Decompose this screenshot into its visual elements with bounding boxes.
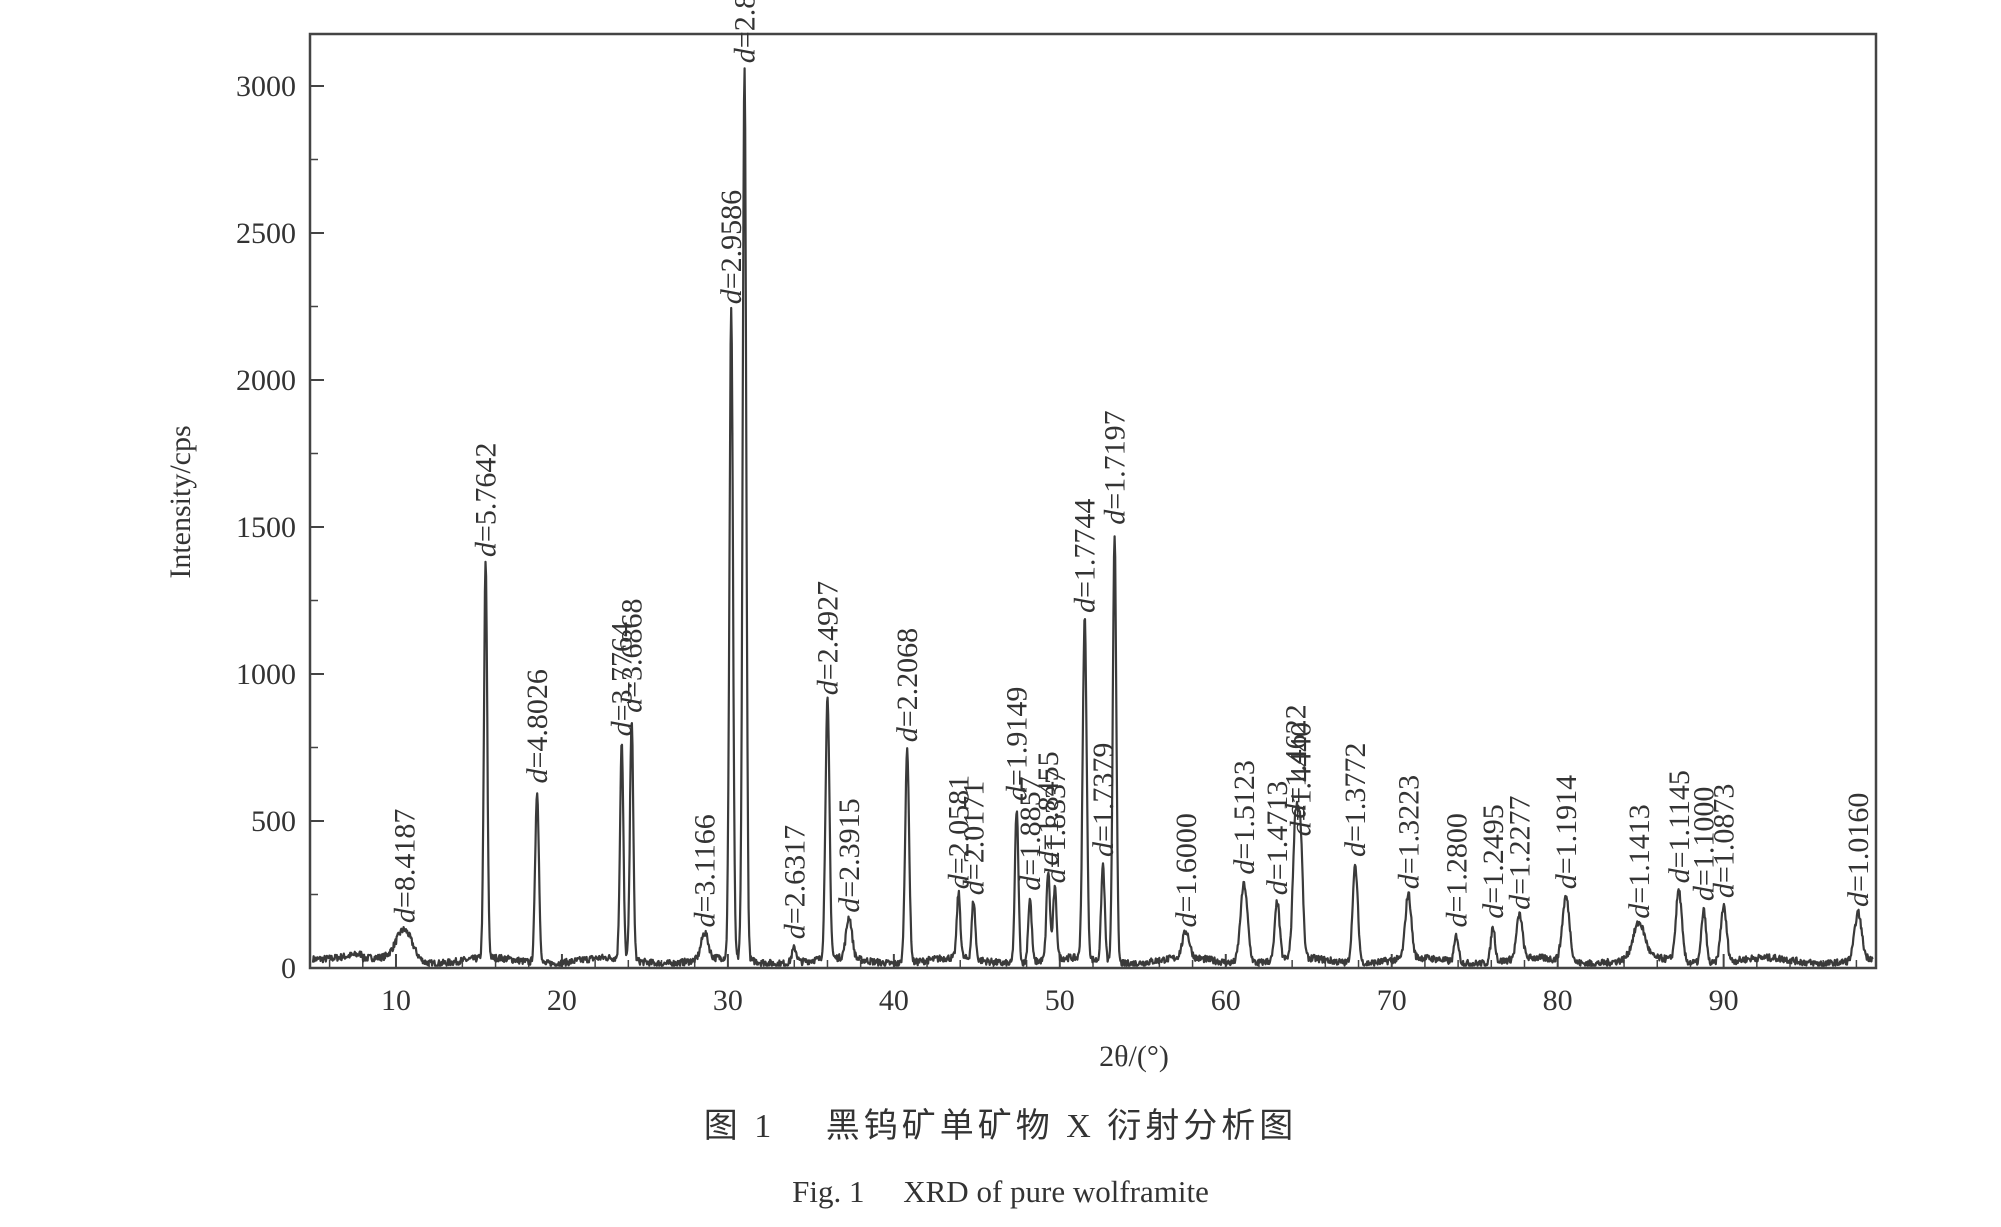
peak-d-spacing-label: d=1.2495 <box>1477 804 1510 918</box>
peak-d-spacing-label: d=1.4622 <box>1280 704 1313 818</box>
peak-d-spacing-label: d=2.6317 <box>778 825 811 939</box>
peak-d-spacing-label: d=1.3223 <box>1392 775 1425 889</box>
peak-d-spacing-label: d=2.8752 <box>729 0 762 63</box>
peak-d-spacing-label: d=8.4187 <box>388 809 421 923</box>
y-tick-label: 2000 <box>236 364 296 397</box>
peak-d-spacing-label: d=2.4927 <box>812 581 845 695</box>
y-tick-label: 3000 <box>236 70 296 103</box>
peak-d-spacing-label: d=3.6868 <box>616 598 649 712</box>
x-tick-label: 60 <box>1211 984 1241 1017</box>
peak-d-spacing-label: d=2.0171 <box>958 781 991 895</box>
y-tick-label: 0 <box>281 952 296 985</box>
x-axis-title: 2θ/(°) <box>1099 1040 1169 1073</box>
y-tick-label: 500 <box>251 805 296 838</box>
peak-d-spacing-label: d=3.7764 <box>606 622 639 736</box>
x-tick-label: 40 <box>879 984 909 1017</box>
y-axis-title: Intensity/cps <box>164 425 197 578</box>
peak-d-spacing-label: d=1.1000 <box>1688 787 1721 901</box>
figure-caption-chinese: 图 1 黑钨矿单矿物 X 衍射分析图 <box>703 1108 1298 1145</box>
x-tick-label: 10 <box>381 984 411 1017</box>
figure-caption-english: Fig. 1 XRD of pure wolframite <box>792 1174 1209 1209</box>
x-tick-label: 70 <box>1377 984 1407 1017</box>
peak-d-spacing-label: d=1.8857 <box>1014 776 1047 890</box>
peak-d-spacing-label: d=1.1145 <box>1663 770 1696 883</box>
peak-d-spacing-label: d=1.7379 <box>1087 743 1120 857</box>
peak-d-spacing-label: d=4.8026 <box>521 669 554 783</box>
peak-d-spacing-label: d=3.1166 <box>689 814 722 927</box>
peak-d-spacing-label: d=1.2800 <box>1440 813 1473 927</box>
peak-d-spacing-label: d=1.1413 <box>1623 804 1656 918</box>
peak-labels: d=8.4187 d=5.7642 d=4.8026 d=3.7764d=3.6868… <box>388 0 1875 939</box>
peak-d-spacing-label: d=1.8455 <box>1032 751 1065 865</box>
peak-d-spacing-label: d=1.4713 <box>1261 781 1294 895</box>
peak-d-spacing-label: d=1.6000 <box>1170 813 1203 927</box>
y-tick-label: 2500 <box>236 217 296 250</box>
peak-d-spacing-label: d=1.5123 <box>1228 760 1261 874</box>
axis-ticks: 10 20 30 40 50 60 70 80 90 0 500 1000 1500 2000 2500 30… <box>236 70 1858 1017</box>
x-tick-label: 90 <box>1709 984 1739 1017</box>
peak-d-spacing-label: d=1.7744 <box>1069 499 1102 613</box>
peak-d-spacing-label: d=1.8337 <box>1039 769 1072 883</box>
peak-d-spacing-label: d=2.2068 <box>891 628 924 742</box>
peak-d-spacing-label: d=1.0160 <box>1842 793 1875 907</box>
x-tick-label: 80 <box>1543 984 1573 1017</box>
y-tick-label: 1000 <box>236 658 296 691</box>
peak-d-spacing-label: d=1.7197 <box>1099 410 1132 524</box>
xrd-spectrum-line <box>311 67 1874 967</box>
peak-d-spacing-label: d=2.9586 <box>715 190 748 304</box>
x-tick-label: 50 <box>1045 984 1075 1017</box>
peak-d-spacing-label: d=1.3772 <box>1339 743 1372 857</box>
peak-d-spacing-label: d=1.2277 <box>1504 795 1537 909</box>
y-tick-label: 1500 <box>236 511 296 544</box>
peak-d-spacing-label: d=1.0873 <box>1708 784 1741 898</box>
peak-d-spacing-label: d=5.7642 <box>470 443 503 557</box>
peak-d-spacing-label: d=2.3915 <box>833 798 866 912</box>
spectrum-group <box>311 67 1874 967</box>
peak-d-spacing-label: d=1.9149 <box>1001 687 1034 801</box>
peak-d-spacing-label: d=1.4440 <box>1284 722 1317 836</box>
x-tick-label: 20 <box>547 984 577 1017</box>
peak-d-spacing-label: d=2.0581 <box>943 775 976 889</box>
x-tick-label: 30 <box>713 984 743 1017</box>
peak-d-spacing-label: d=1.1914 <box>1550 775 1583 889</box>
